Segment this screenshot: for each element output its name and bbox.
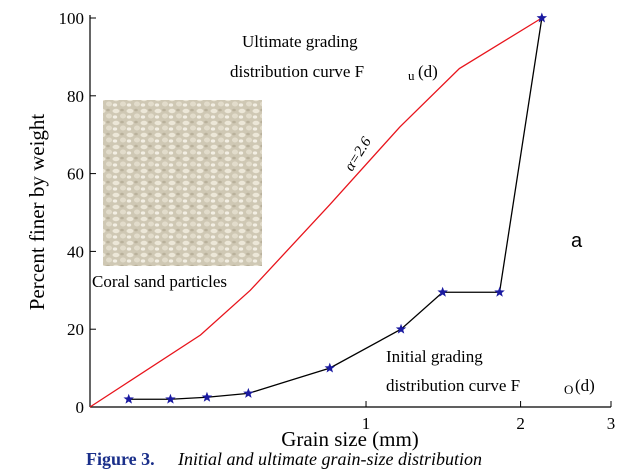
star-marker [123,393,134,404]
figure-caption: Initial and ultimate grain-size distribu… [177,449,482,469]
annotation: distribution curve F [386,376,520,395]
series-line [89,17,543,408]
star-marker [324,362,336,373]
star-marker [395,323,407,334]
y-tick-label: 0 [76,398,85,417]
x-axis-label: Grain size (mm) [281,427,419,451]
star-marker [494,286,505,297]
figure-caption-label: Figure 3. [86,449,155,469]
x-tick-label: 2 [516,414,525,433]
annotation: distribution curve F [230,62,364,81]
photo-inset [103,100,262,266]
x-tick-label: 3 [607,414,616,433]
y-tick-label: 40 [67,242,84,261]
annotation: α=2.6 [342,134,375,174]
annotation: O [564,382,573,397]
y-tick-label: 80 [67,87,84,106]
annotation: (d) [575,376,595,395]
y-tick-label: 100 [59,9,85,28]
star-marker [165,393,176,404]
star-marker [243,387,254,398]
star-marker [437,286,448,297]
star-marker [201,391,213,402]
y-axis-label: Percent finer by weight [25,114,49,311]
y-tick-label: 20 [67,320,84,339]
x-tick-label: 1 [362,414,371,433]
annotation: (d) [418,62,438,81]
annotation: Coral sand particles [92,272,227,291]
annotation: Initial grading [386,347,483,366]
annotation: u [408,68,415,83]
y-tick-label: 60 [67,165,84,184]
panel-label: a [571,230,583,252]
star-marker [536,12,548,23]
annotation: Ultimate grading [242,32,358,51]
